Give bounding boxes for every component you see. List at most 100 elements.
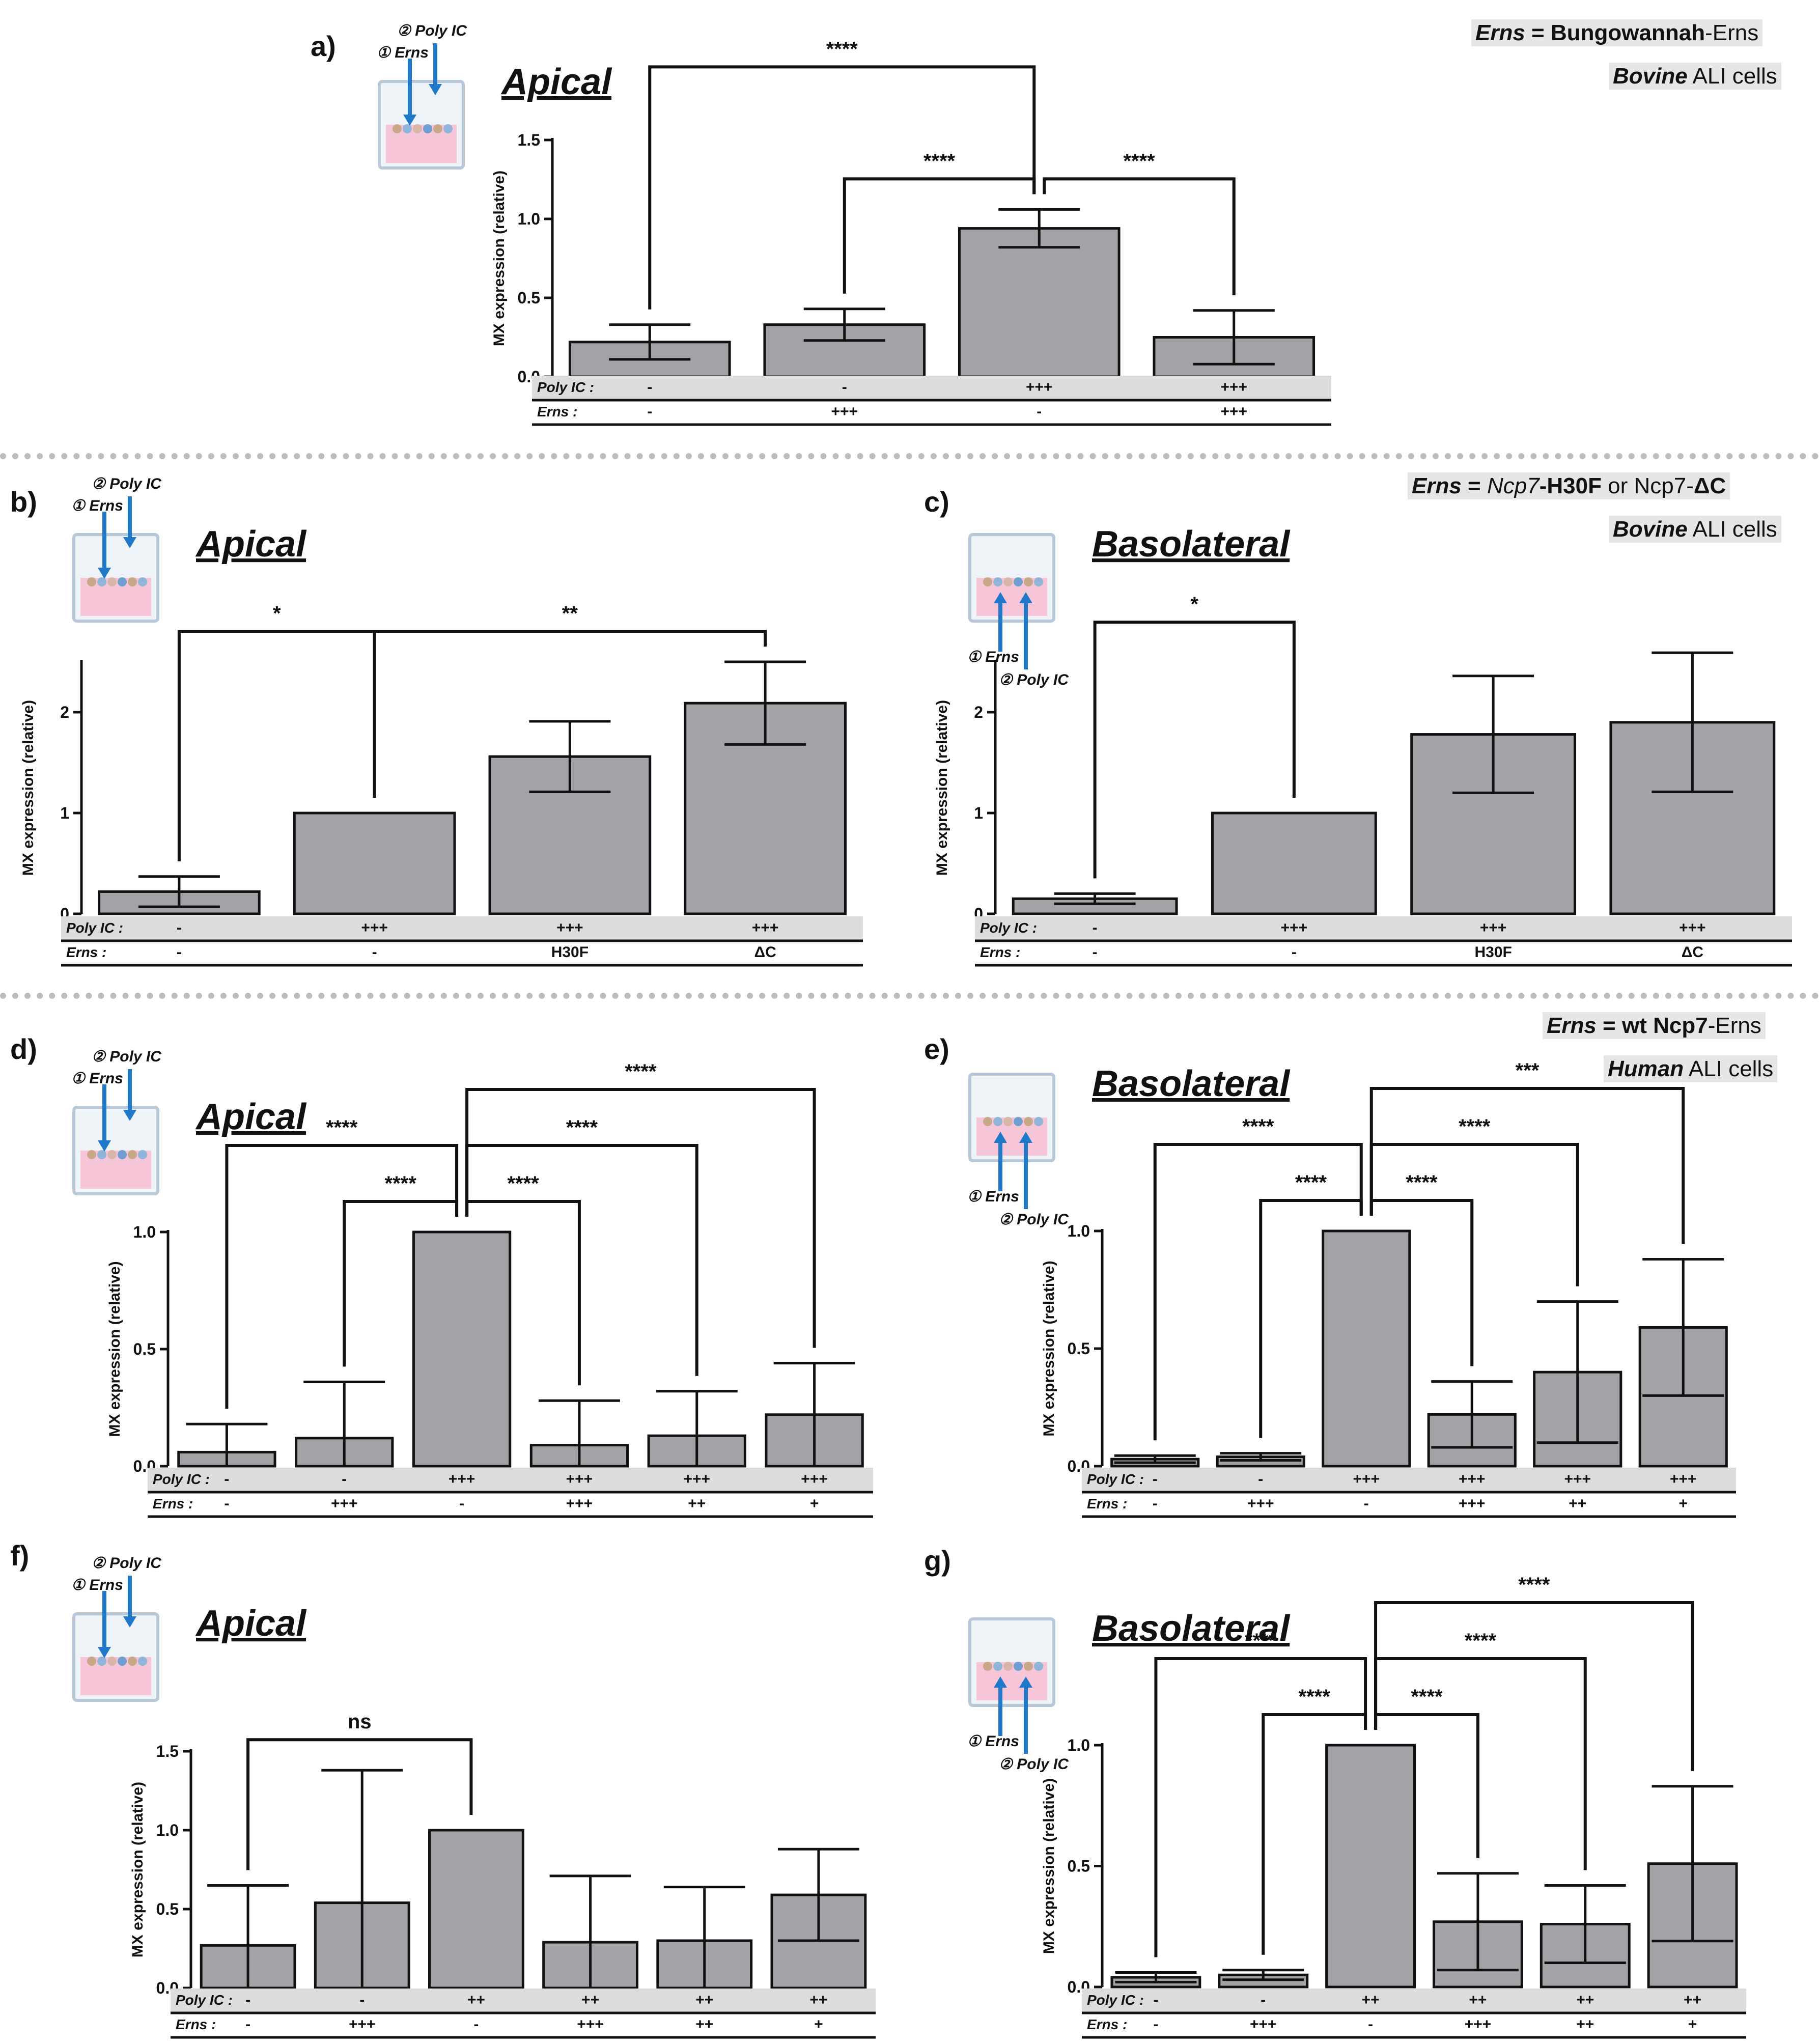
bar [1609,721,1776,915]
polyic-value: +++ [683,1471,710,1488]
cell-marker [993,1662,1002,1671]
erns-value: - [1153,1495,1158,1512]
icon-label-polyic: ② Poly IC [92,1048,162,1065]
y-axis-label: MX expression (relative) [20,700,37,876]
arrow-head [994,1132,1007,1143]
significance-bracket [648,65,1036,310]
significance-bracket [373,630,767,798]
polyic-value: +++ [1026,379,1053,396]
arrow-head [1019,1676,1032,1688]
significance-label: **** [625,1060,657,1083]
erns-value: - [177,944,182,961]
significance-label: **** [1518,1574,1550,1596]
icon-label-erns: ① Erns [71,1070,123,1087]
significance-bracket [1369,1087,1685,1244]
y-axis-label: MX expression (relative) [1041,1261,1057,1436]
polyic-value: - [1153,1992,1158,2008]
significance-label: **** [1295,1171,1327,1194]
row-band [1082,1468,1736,1491]
cell-marker [403,124,412,133]
significance-label: **** [1242,1115,1274,1138]
icon-label-polyic: ② Poly IC [999,1211,1069,1228]
legend-middle-cells: Bovine ALI cells [1609,516,1781,543]
cell-marker [423,124,432,133]
significance-label: ** [562,602,578,625]
polyic-value: - [245,1992,250,2008]
arrow-head [994,592,1007,603]
polyic-value: - [1261,1992,1266,2008]
significance-label: **** [826,38,858,60]
erns-value: - [1368,2016,1373,2033]
panel-label: e) [924,1033,949,1065]
legend-middle-strain: Erns = Ncp7-H30F or Ncp7-ΔC [1408,472,1730,499]
row-label-polyic: Poly IC : [66,920,123,936]
legend-top-strain: Erns = Bungowannah-Erns [1471,19,1763,46]
polyic-value: +++ [1670,1471,1697,1488]
arrow-head [98,1647,111,1658]
cell-marker [128,1150,137,1159]
significance-label: **** [385,1172,417,1195]
erns-value: +++ [577,2016,604,2033]
polyic-value: +++ [1480,919,1507,936]
polyic-value: +++ [1564,1471,1591,1488]
significance-bracket [1154,1657,1367,1957]
chart-title: Apical [500,62,612,102]
y-axis-label: MX expression (relative) [934,700,950,876]
cell-marker [107,577,117,586]
cell-marker [983,577,992,586]
row-label-erns: Erns : [153,1496,193,1511]
erns-value: ++ [1576,2016,1594,2033]
panel-label: b) [10,486,37,518]
erns-value: - [1292,944,1297,961]
y-tick-label: 1.0 [133,1223,156,1241]
significance-bracket [1374,1601,1694,1771]
cell-marker [107,1657,117,1666]
cell-marker [1003,1117,1013,1126]
cell-marker [138,1657,147,1666]
y-axis-label: MX expression (relative) [1041,1778,1057,1954]
erns-value: - [1037,403,1042,420]
erns-value: - [245,2016,250,2033]
icon-label-erns: ① Erns [71,1577,123,1593]
erns-value: + [1678,1495,1688,1512]
y-tick-label: 2 [974,703,983,721]
row-label-erns: Erns : [1087,2017,1127,2032]
polyic-value: +++ [1459,1471,1486,1488]
legend-bottom-strain: Erns = wt Ncp7-Erns [1543,1012,1766,1039]
row-label-erns: Erns : [176,2017,216,2032]
panel-label: g) [924,1545,951,1577]
polyic-value: - [359,1992,365,2008]
row-label-erns: Erns : [66,944,106,960]
y-tick-label: 0.5 [1068,1339,1090,1358]
erns-value: +++ [1250,2016,1277,2033]
cell-marker [97,1150,106,1159]
y-tick-label: 1 [974,804,983,822]
row-label-erns: Erns : [1087,1496,1127,1511]
polyic-value: - [1093,919,1098,936]
bar [412,1230,512,1468]
polyic-value: +++ [1220,379,1247,396]
polyic-value: ++ [467,1992,485,2008]
polyic-value: +++ [801,1471,828,1488]
polyic-value: ++ [1362,1992,1380,2008]
bar [428,1829,524,1990]
polyic-value: - [224,1471,229,1488]
arrow-head [403,115,416,126]
polyic-value: +++ [556,919,583,936]
significance-label: **** [566,1116,598,1139]
erns-value: +++ [1459,1495,1486,1512]
cell-marker [1034,1662,1043,1671]
cell-marker [97,577,106,586]
icon-label-polyic: ② Poly IC [999,1756,1069,1773]
polyic-value: ++ [809,1992,827,2008]
icon-label-erns: ① Erns [967,1188,1019,1205]
bar [1322,1229,1411,1468]
cell-marker [118,577,127,586]
significance-bracket [1153,1143,1363,1441]
chart-title: Apical [195,524,307,565]
cell-marker [1024,1662,1033,1671]
erns-value: - [1093,944,1098,961]
